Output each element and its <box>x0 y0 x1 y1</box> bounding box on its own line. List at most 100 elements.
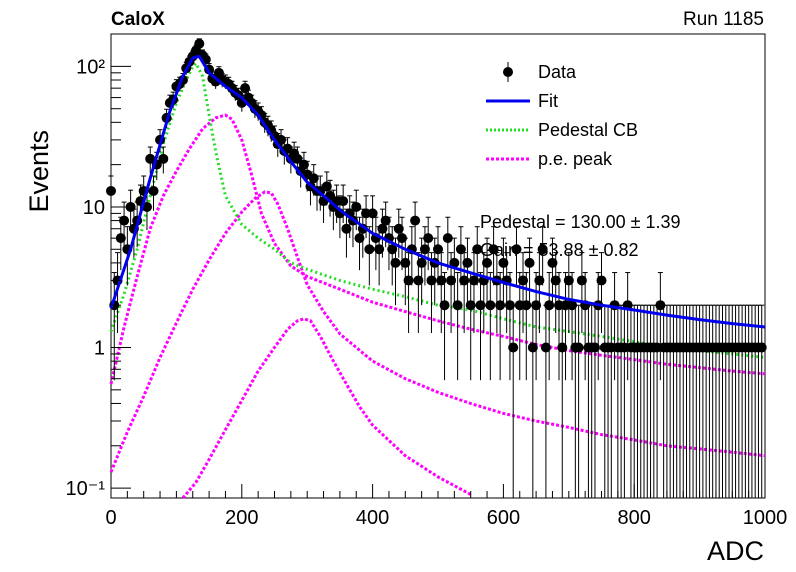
data-point <box>364 244 375 255</box>
data-point <box>400 257 411 268</box>
data-point <box>442 233 453 244</box>
data-point <box>508 342 519 353</box>
data-point <box>504 300 515 311</box>
x-tick-label: 1000 <box>743 507 788 529</box>
data-points-layer <box>106 38 767 498</box>
data-point <box>119 215 130 226</box>
data-point <box>452 300 463 311</box>
data-point <box>498 257 509 268</box>
x-tick-label: 600 <box>487 507 520 529</box>
data-point <box>495 300 506 311</box>
data-point <box>377 223 388 234</box>
experiment-label: CaloX <box>111 9 165 30</box>
data-point <box>433 244 443 255</box>
data-point <box>537 244 548 255</box>
data-point <box>413 275 424 286</box>
pe-peak-curve-1 <box>109 113 766 385</box>
data-point <box>475 300 486 311</box>
data-point <box>567 300 578 311</box>
data-point <box>472 244 483 255</box>
data-point <box>321 181 332 192</box>
data-point <box>145 153 156 164</box>
pedestal-fit-result: Pedestal = 130.00 ± 1.39 <box>480 212 681 232</box>
pe-peak-curve-3 <box>181 317 472 499</box>
data-point <box>393 223 404 234</box>
x-tick-label: 400 <box>356 507 389 529</box>
data-point <box>531 300 542 311</box>
data-point <box>576 275 587 286</box>
data-point <box>351 201 362 212</box>
data-point <box>374 244 385 255</box>
data-point <box>390 257 401 268</box>
data-point <box>397 233 408 244</box>
data-point <box>387 244 398 255</box>
data-point <box>485 300 496 311</box>
data-point <box>655 300 666 311</box>
data-point <box>547 257 558 268</box>
data-point <box>446 275 457 286</box>
data-point <box>439 300 450 311</box>
y-tick-label: 1 <box>94 338 105 360</box>
axes-layer: 0 200 400 600 800 1000 10⁻¹ 1 10 10² <box>66 56 788 529</box>
data-point <box>410 215 421 226</box>
gain-fit-result: Gain = 53.88 ± 0.82 <box>480 240 639 260</box>
data-point <box>148 185 159 196</box>
data-point <box>292 153 303 164</box>
data-point <box>423 233 434 244</box>
data-point <box>240 83 251 94</box>
legend-label: p.e. peak <box>538 149 613 169</box>
x-axis-label: ADC <box>707 536 764 566</box>
x-tick-label: 800 <box>618 507 651 529</box>
data-point <box>276 134 287 145</box>
data-point <box>455 244 466 255</box>
data-point <box>524 257 535 268</box>
data-point <box>756 342 767 353</box>
data-point <box>194 38 205 49</box>
y-tick-label: 10² <box>76 56 105 78</box>
fit-curve <box>109 54 766 329</box>
data-point <box>419 244 430 255</box>
data-point <box>596 275 607 286</box>
data-point <box>540 342 551 353</box>
data-point <box>550 275 561 286</box>
data-point <box>158 153 169 164</box>
legend-label: Data <box>538 62 577 82</box>
data-point <box>462 257 473 268</box>
run-label: Run 1185 <box>683 9 764 30</box>
data-point <box>482 257 493 268</box>
data-point <box>573 342 584 353</box>
legend: Data Fit Pedestal CB p.e. peak <box>486 62 638 169</box>
data-point <box>298 159 309 170</box>
y-tick-label: 10 <box>83 197 105 219</box>
data-point <box>380 215 391 226</box>
data-point <box>338 196 349 207</box>
x-tick-label: 0 <box>105 507 116 529</box>
data-point <box>465 300 476 311</box>
data-point <box>544 300 555 311</box>
data-point <box>354 233 365 244</box>
y-tick-label: 10⁻¹ <box>66 478 106 500</box>
data-point <box>436 275 447 286</box>
data-point <box>521 300 532 311</box>
data-point <box>557 342 568 353</box>
legend-label: Fit <box>538 91 558 111</box>
data-point <box>589 342 600 353</box>
curves-layer <box>109 60 766 499</box>
legend-label: Pedestal CB <box>538 120 638 140</box>
data-point <box>403 275 414 286</box>
data-point <box>534 275 545 286</box>
y-axis-label: Events <box>24 130 54 213</box>
data-point <box>367 208 378 219</box>
data-point <box>518 275 529 286</box>
data-point <box>488 244 499 255</box>
data-point <box>449 257 460 268</box>
data-point <box>468 275 479 286</box>
pe-peak-curve-2 <box>109 190 766 473</box>
data-point <box>341 223 352 234</box>
data-point <box>416 257 427 268</box>
x-tick-label: 200 <box>225 507 258 529</box>
data-point <box>563 275 574 286</box>
data-point <box>426 275 437 286</box>
data-point <box>459 275 470 286</box>
